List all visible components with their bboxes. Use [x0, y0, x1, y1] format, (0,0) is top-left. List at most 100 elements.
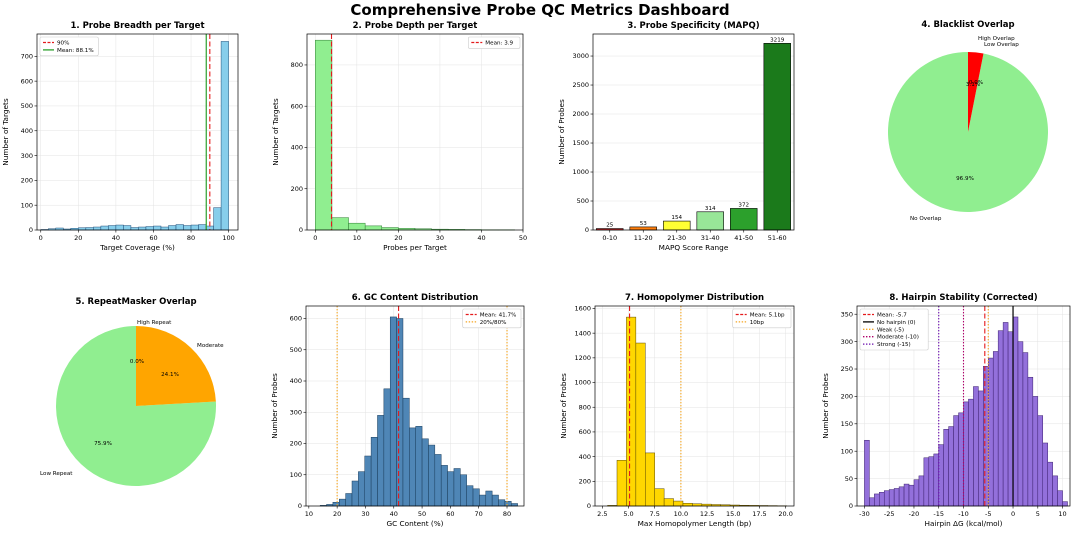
- bars: [320, 317, 517, 506]
- bar-value-label: 3219: [770, 37, 785, 43]
- y-tick-label: 400: [290, 377, 302, 385]
- x-tick-label: 80: [503, 510, 511, 518]
- y-tick-label: 50: [845, 475, 853, 483]
- histogram-bar: [899, 487, 904, 506]
- histogram-bar: [1043, 443, 1048, 506]
- y-tick-label: 300: [21, 152, 33, 160]
- y-tick-label: 700: [21, 53, 33, 61]
- y-tick-label: 100: [290, 471, 302, 479]
- x-tick-label: 10: [305, 510, 313, 518]
- histogram-bar: [919, 476, 924, 506]
- y-tick-label: 200: [21, 177, 33, 185]
- x-tick-label: 17.5: [752, 510, 766, 518]
- plot-frame: [307, 34, 523, 230]
- chart-title: 3. Probe Specificity (MAPQ): [627, 21, 759, 31]
- x-tick-label: 50: [519, 234, 527, 242]
- histogram-bar: [929, 457, 934, 506]
- gridlines: [37, 34, 238, 230]
- legend-label: Mean: -5.7: [877, 313, 907, 319]
- x-tick-label: 20: [333, 510, 341, 518]
- legend-label: Mean: 3.9: [485, 41, 513, 47]
- y-tick-label: 200: [290, 440, 302, 448]
- y-tick-label: 500: [21, 102, 33, 110]
- y-tick-label: 0: [587, 502, 591, 510]
- y-tick-label: 500: [577, 197, 589, 205]
- x-axis-label: Target Coverage (%): [99, 243, 175, 252]
- histogram-bar: [889, 490, 894, 506]
- x-tick-label: 80: [187, 234, 195, 242]
- y-tick-label: 600: [290, 315, 302, 323]
- y-tick-label: 150: [841, 420, 853, 428]
- x-tick-label: 0: [1011, 510, 1015, 518]
- histogram-bar: [454, 469, 460, 507]
- histogram-bar: [131, 228, 139, 230]
- x-tick-label: -25: [884, 510, 895, 518]
- y-tick-label: 200: [579, 478, 591, 486]
- y-tick-label: 300: [841, 338, 853, 346]
- x-tick-label: 60: [446, 510, 454, 518]
- histogram-bar: [655, 489, 664, 506]
- legend-label: 90%: [57, 41, 69, 47]
- y-tick-label: 2000: [572, 110, 589, 118]
- x-tick-label: -15: [933, 510, 944, 518]
- chart-title: 4. Blacklist Overlap: [921, 20, 1014, 30]
- pie-slices: [56, 326, 216, 486]
- x-tick-label: 40: [477, 234, 485, 242]
- x-tick-label: 20.0: [778, 510, 792, 518]
- chart-svg: 1. Probe Breadth per Target0100200300400…: [0, 14, 270, 264]
- x-tick-label: 0: [39, 234, 43, 242]
- histogram-bar: [384, 389, 390, 506]
- histogram-bar: [428, 445, 434, 506]
- bar-value-label: 53: [640, 221, 648, 227]
- plot-frame: [37, 34, 238, 230]
- x-axis-label: MAPQ Score Range: [659, 243, 729, 252]
- histogram-bar: [199, 225, 207, 230]
- histogram-bar: [1048, 462, 1053, 506]
- y-tick-label: 1500: [572, 139, 589, 147]
- bar-value-label: 25: [606, 223, 614, 229]
- histogram-bar: [86, 228, 94, 230]
- x-axis-label: Probes per Target: [383, 243, 447, 252]
- x-tick-label: -10: [958, 510, 969, 518]
- x-tick-label: 5.0: [623, 510, 633, 518]
- y-tick-label: 600: [579, 428, 591, 436]
- y-tick-label: 600: [21, 77, 33, 85]
- pie-slice-label: Low Repeat: [40, 471, 73, 477]
- histogram-bar: [138, 227, 146, 230]
- x-tick-label: -30: [859, 510, 870, 518]
- histogram-bar: [365, 456, 371, 506]
- histogram-bar: [161, 227, 169, 230]
- histogram-bar: [1003, 322, 1008, 506]
- x-tick-label: 100: [222, 234, 234, 242]
- histogram-bar: [448, 472, 454, 506]
- bars: [596, 43, 790, 230]
- histogram-bar: [959, 413, 964, 506]
- x-axis-label: Hairpin ΔG (kcal/mol): [924, 519, 1002, 528]
- histogram-bar: [505, 501, 511, 506]
- histogram-bar: [978, 391, 983, 506]
- pie-slice-label: No Overlap: [910, 216, 942, 222]
- pie-slice-label: Moderate: [197, 343, 224, 349]
- pie-pct-label: 0.0%: [969, 80, 983, 86]
- x-tick-label: 51-60: [768, 234, 787, 242]
- y-tick-label: 2500: [572, 81, 589, 89]
- histogram-bar: [944, 429, 949, 506]
- histogram-bar: [371, 437, 377, 506]
- pie-pct-label: 24.1%: [161, 372, 179, 378]
- histogram-bar: [93, 227, 101, 230]
- histogram-bar: [403, 398, 409, 506]
- y-axis-label: Number of Targets: [271, 98, 280, 166]
- histogram-bar: [924, 458, 929, 506]
- y-tick-label: 400: [291, 144, 303, 152]
- x-tick-label: 15.0: [726, 510, 740, 518]
- y-tick-label: 1400: [574, 329, 591, 337]
- x-tick-label: 20: [74, 234, 82, 242]
- chart-svg: 8. Hairpin Stability (Corrected)05010015…: [810, 290, 1080, 532]
- histogram-bar: [1038, 416, 1043, 506]
- histogram-bar: [221, 41, 229, 230]
- histogram-bar: [123, 226, 131, 230]
